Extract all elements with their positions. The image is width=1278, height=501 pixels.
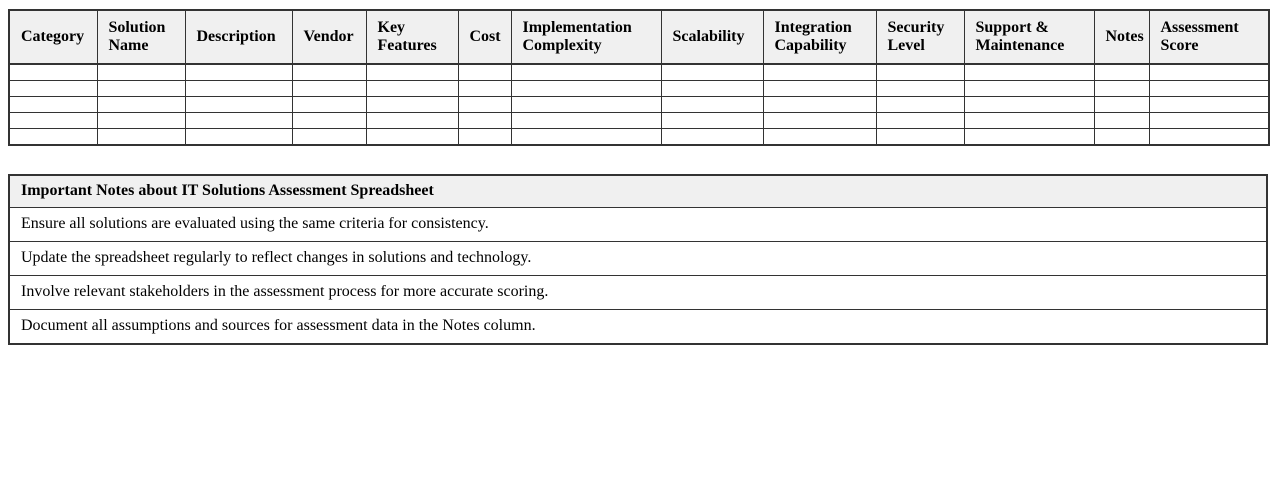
empty-cell [365,128,459,146]
column-header-security-level: Security Level [875,9,965,65]
empty-cell [8,112,98,129]
page: Category Solution Name Description Vendo… [8,9,1270,345]
empty-cell [96,96,186,113]
empty-cell [1093,112,1150,129]
empty-row [8,128,1270,146]
empty-cell [184,128,293,146]
empty-cell [875,112,965,129]
empty-row [8,96,1270,113]
column-header-cost: Cost [457,9,512,65]
assessment-header-row: Category Solution Name Description Vendo… [8,9,1270,65]
empty-cell [8,80,98,97]
empty-cell [1148,63,1270,81]
empty-cell [457,63,512,81]
empty-cell [457,80,512,97]
empty-row [8,63,1270,81]
empty-cell [1148,80,1270,97]
empty-cell [8,63,98,81]
empty-cell [96,80,186,97]
empty-cell [660,112,764,129]
note-row: Ensure all solutions are evaluated using… [8,207,1268,242]
empty-cell [8,128,98,146]
column-header-implementation-complexity: Implementation Complexity [510,9,662,65]
empty-cell [660,80,764,97]
note-text: Involve relevant stakeholders in the ass… [8,275,1268,310]
empty-cell [184,96,293,113]
empty-cell [96,63,186,81]
column-header-vendor: Vendor [291,9,367,65]
empty-cell [96,128,186,146]
empty-cell [762,96,877,113]
empty-cell [963,112,1095,129]
empty-cell [457,128,512,146]
note-text: Ensure all solutions are evaluated using… [8,207,1268,242]
empty-cell [457,96,512,113]
empty-cell [660,96,764,113]
empty-cell [1093,96,1150,113]
important-notes-table: Important Notes about IT Solutions Asses… [8,174,1268,345]
empty-cell [1093,80,1150,97]
column-header-category: Category [8,9,98,65]
empty-cell [762,112,877,129]
empty-cell [963,96,1095,113]
it-solutions-assessment-table: Category Solution Name Description Vendo… [8,9,1270,146]
column-header-support-maintenance: Support & Maintenance [963,9,1095,65]
empty-cell [762,80,877,97]
empty-cell [963,80,1095,97]
empty-cell [510,112,662,129]
note-row: Involve relevant stakeholders in the ass… [8,275,1268,310]
note-text: Document all assumptions and sources for… [8,309,1268,345]
column-header-notes: Notes [1093,9,1150,65]
column-header-integration-capability: Integration Capability [762,9,877,65]
empty-row [8,112,1270,129]
empty-cell [96,112,186,129]
empty-cell [875,63,965,81]
empty-cell [365,80,459,97]
empty-cell [1093,63,1150,81]
column-header-assessment-score: Assessment Score [1148,9,1270,65]
empty-cell [510,63,662,81]
empty-cell [184,80,293,97]
empty-cell [1148,112,1270,129]
empty-cell [510,80,662,97]
empty-row [8,80,1270,97]
notes-title: Important Notes about IT Solutions Asses… [8,174,1268,208]
column-header-description: Description [184,9,293,65]
empty-cell [1093,128,1150,146]
notes-title-row: Important Notes about IT Solutions Asses… [8,174,1268,208]
empty-cell [660,63,764,81]
empty-cell [8,96,98,113]
empty-cell [291,63,367,81]
assessment-table-body [8,63,1270,146]
empty-cell [762,128,877,146]
empty-cell [510,96,662,113]
empty-cell [291,128,367,146]
column-header-scalability: Scalability [660,9,764,65]
empty-cell [963,128,1095,146]
empty-cell [1148,128,1270,146]
empty-cell [291,112,367,129]
empty-cell [660,128,764,146]
empty-cell [875,96,965,113]
empty-cell [365,112,459,129]
empty-cell [510,128,662,146]
note-row: Document all assumptions and sources for… [8,309,1268,345]
empty-cell [875,128,965,146]
empty-cell [762,63,877,81]
note-row: Update the spreadsheet regularly to refl… [8,241,1268,276]
empty-cell [291,96,367,113]
empty-cell [365,96,459,113]
column-header-key-features: Key Features [365,9,459,65]
empty-cell [291,80,367,97]
column-header-solution-name: Solution Name [96,9,186,65]
empty-cell [1148,96,1270,113]
empty-cell [184,63,293,81]
empty-cell [963,63,1095,81]
empty-cell [457,112,512,129]
empty-cell [875,80,965,97]
empty-cell [365,63,459,81]
empty-cell [184,112,293,129]
note-text: Update the spreadsheet regularly to refl… [8,241,1268,276]
